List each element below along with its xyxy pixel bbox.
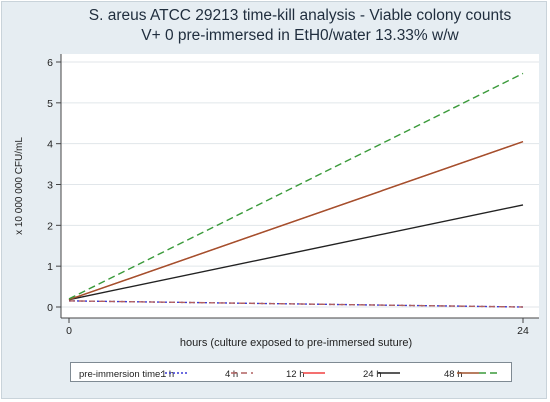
x-tick-label: 0 <box>66 325 72 337</box>
y-tick-label: 0 <box>47 302 53 314</box>
y-axis-label: x 10 000 000 CFU/mL <box>14 137 25 235</box>
y-tick-label: 4 <box>47 139 53 151</box>
plot-area <box>61 54 539 318</box>
series-line-4 <box>68 140 524 301</box>
x-tick-label: 24 <box>517 325 529 337</box>
y-tick-label: 5 <box>47 98 53 110</box>
series-line-5 <box>68 72 524 300</box>
legend-title: pre-immersion time: <box>79 369 163 380</box>
y-tick-label: 3 <box>47 180 53 192</box>
legend-label-1: 4 h <box>225 369 238 380</box>
legend-label-2: 12 h <box>286 369 305 380</box>
x-axis-label: hours (culture exposed to pre-immersed s… <box>180 337 412 349</box>
y-tick-label: 6 <box>47 57 53 69</box>
legend-label-0: 1 h <box>161 369 174 380</box>
series-line-3 <box>68 204 524 301</box>
y-tick-label: 1 <box>47 261 53 273</box>
chart-title: S. areus ATCC 29213 time-kill analysis -… <box>88 7 512 24</box>
chart-subtitle: V+ 0 pre-immersed in EtH0/water 13.33% w… <box>141 27 459 44</box>
y-tick-label: 2 <box>47 220 53 232</box>
legend: pre-immersion time: 1 h 4 h 12 h 24 h 48 h <box>70 362 512 382</box>
legend-label-3: 24 h <box>363 369 382 380</box>
legend-label-4: 48 h <box>444 369 463 380</box>
series-line-1 <box>68 300 524 308</box>
